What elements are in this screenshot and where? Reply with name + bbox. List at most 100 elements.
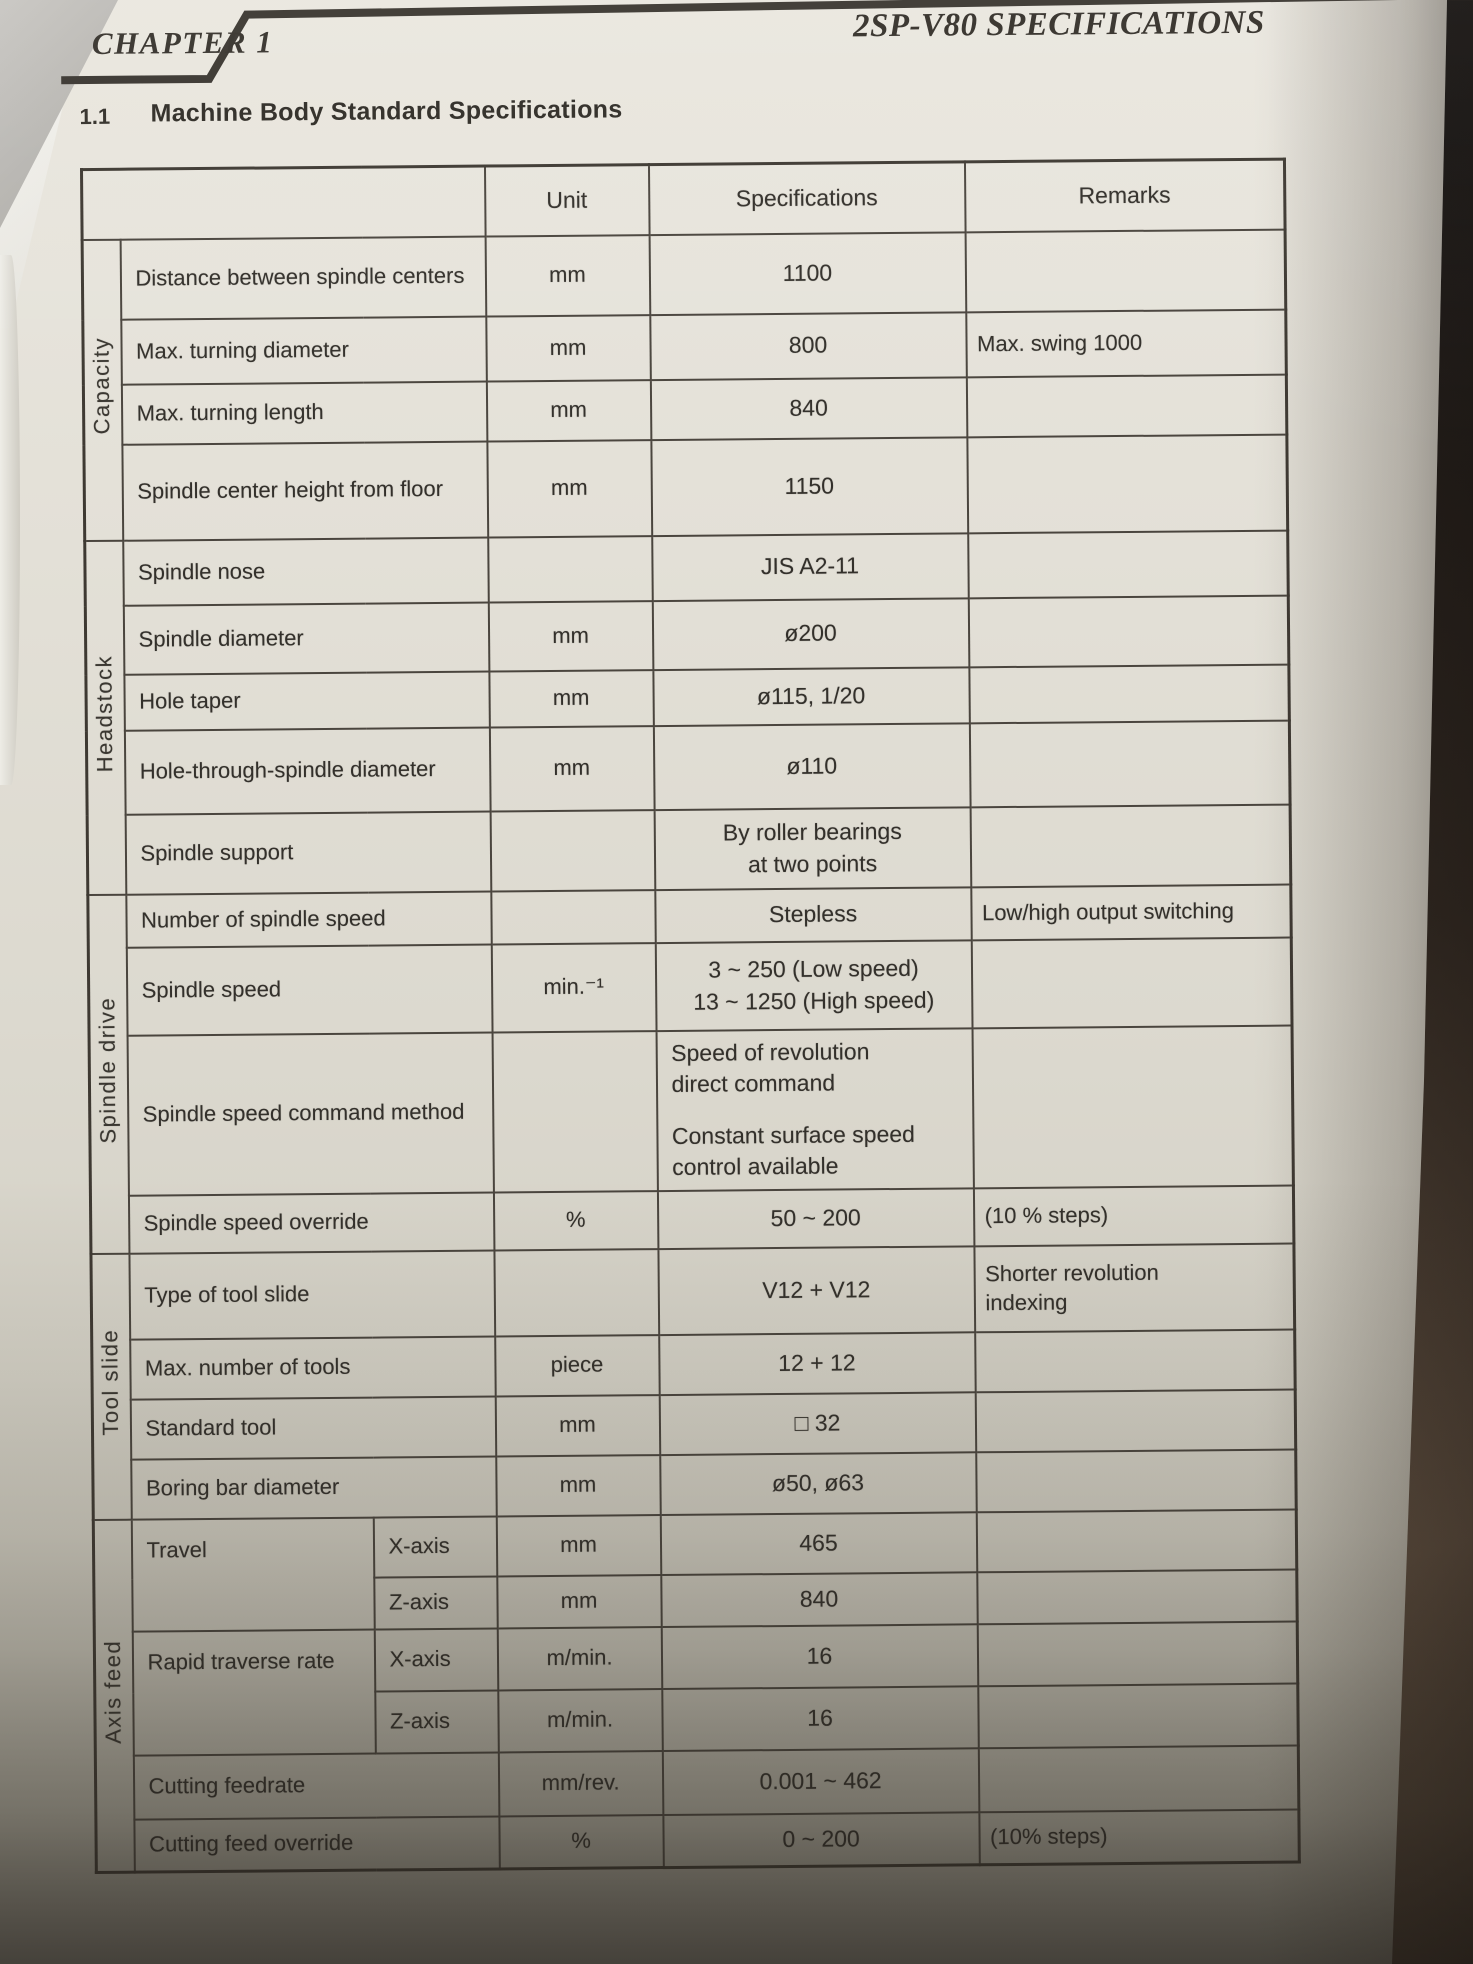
category-label: Spindle drive [94,996,121,1144]
remarks-cell [978,1745,1299,1812]
unit-cell: % [493,1190,658,1251]
table-row: Max. number of tools piece 12 + 12 [92,1329,1296,1400]
spec-cell: 800 [649,311,967,380]
unit-cell: piece [494,1334,660,1397]
axis-cell: Z-axis [373,1576,498,1630]
unit-cell: mm [488,600,653,672]
table-row: Boring bar diameter mm ø50, ø63 [93,1449,1297,1520]
spec-cell: ø50, ø63 [659,1451,977,1515]
category-cell: Axis feed [93,1519,135,1873]
axis-cell: X-axis [373,1516,497,1578]
table-row: Hole-through-spindle diameter mm ø110 [86,720,1291,815]
axis-cell: Z-axis [374,1689,499,1754]
spec-line: Constant surface speed [671,1120,915,1149]
spec-line: ø115, 1/20 [756,682,866,710]
table-row: Spindle support By roller bearings at two … [87,804,1291,895]
spec-cell: JIS A2-11 [651,532,969,601]
spec-cell: V12 + V12 [657,1245,975,1335]
spec-line: 16 [806,1642,833,1669]
item-cell: Spindle diameter [123,602,489,675]
remark-line: Shorter revolution [985,1259,1159,1287]
spec-line: 840 [789,394,828,421]
unit-cell: mm [496,1514,661,1577]
remarks-cell [975,1449,1297,1512]
unit-cell [487,535,653,603]
category-cell: Capacity [82,239,123,541]
spec-cell: 465 [660,1511,977,1575]
table-row: Capacity Distance between spindle centers… [82,229,1286,541]
unit-cell: mm/rev. [498,1750,663,1816]
item-cell: Spindle center height from floor [121,441,488,541]
remarks-cell [966,434,1288,533]
spec-cell: 0.001 ~ 462 [662,1747,979,1815]
item-cell: Travel [131,1517,375,1632]
spec-cell: 0 ~ 200 [662,1811,980,1868]
item-cell: Spindle speed override [128,1192,494,1254]
item-cell: Distance between spindle centers [120,236,486,320]
table-row: Spindle speed override% 50 ~ 200 (10 % ste… [90,1185,1294,1254]
spec-line: ø110 [786,752,838,779]
spec-line: at two points [747,849,878,877]
unit-cell [493,1248,659,1337]
spec-cell: 1150 [650,436,968,536]
spec-cell: Stepless [654,886,972,943]
unit-cell: mm [486,379,651,442]
table-row: Spindle speed command method Speed of rev… [89,1025,1294,1196]
spec-line: control available [672,1152,839,1180]
item-cell: Type of tool slide [128,1250,495,1340]
spec-line: Speed of revolution [671,1038,870,1067]
table-row: Spindle speed min.⁻¹ 3 ~ 250 (Low speed) 13… [88,937,1293,1036]
item-cell: Hole taper [123,671,490,731]
category-cell: Headstock [84,540,126,895]
specifications-table-body: Unit Specifications Remarks Capacity Distanc… [81,159,1300,1873]
table-header-row: Unit Specifications Remarks [81,159,1286,240]
table-row: Cutting feedrate mm/rev. 0.001 ~ 462 [95,1745,1299,1820]
remark-line: (10% steps) [989,1823,1108,1850]
spec-line: 3 ~ 250 (Low speed) [708,955,919,984]
spec-cell: ø115, 1/20 [652,666,970,726]
table-row: Rapid traverse rate X-axis m/min. 16 [94,1621,1298,1756]
table-row: Cutting feed override% 0 ~ 200 (10% steps) [96,1809,1300,1873]
remarks-cell [976,1509,1297,1572]
unit-cell [490,809,655,892]
spec-cell: 840 [660,1571,978,1627]
spec-cell: 840 [650,376,967,440]
spec-line: 50 ~ 200 [770,1204,861,1232]
header-unit-cell: Unit [484,164,650,237]
remarks-cell: (10% steps) [978,1809,1300,1865]
spec-cell: ø110 [653,722,971,810]
category-cell: Tool slide [90,1253,132,1520]
spec-cell: 12 + 12 [658,1331,976,1395]
item-cell: Cutting feedrate [133,1751,499,1820]
unit-cell: min.⁻¹ [491,942,657,1033]
category-label: Headstock [91,654,118,773]
remarks-cell [968,664,1290,723]
spec-cell: By roller bearings at two points [654,806,971,890]
spec-line: V12 + V12 [762,1276,871,1304]
spec-line: 0.001 ~ 462 [759,1767,882,1795]
remarks-cell [970,804,1291,887]
table-row: Spindle center height from floor mm 1150 [84,434,1288,541]
spec-line: 1150 [784,472,835,499]
header-blank-cell [81,166,486,240]
unit-cell: mm [486,439,652,538]
category-cell: Spindle drive [87,894,129,1254]
unit-cell [492,1030,658,1193]
table-row: Standard tool mm □ 32 [92,1389,1296,1460]
remarks-cell [975,1389,1296,1452]
spec-cell: Speed of revolution direct command Constan… [656,1027,974,1191]
unit-cell: mm [489,725,655,812]
spec-line: 800 [788,332,828,359]
item-cell: Standard tool [130,1396,496,1460]
section-number: 1.1 [79,103,111,130]
table-row: Hole taper mm ø115, 1/20 [86,664,1290,731]
unit-cell: mm [496,1574,662,1629]
unit-cell: mm [495,1394,660,1457]
remarks-cell [974,1329,1296,1392]
remarks-cell [969,720,1291,807]
remarks-cell [976,1569,1298,1624]
remarks-cell: (10 % steps) [973,1185,1294,1246]
category-label: Axis feed [100,1639,127,1744]
spec-line: 13 ~ 1250 (High speed) [693,986,935,1015]
